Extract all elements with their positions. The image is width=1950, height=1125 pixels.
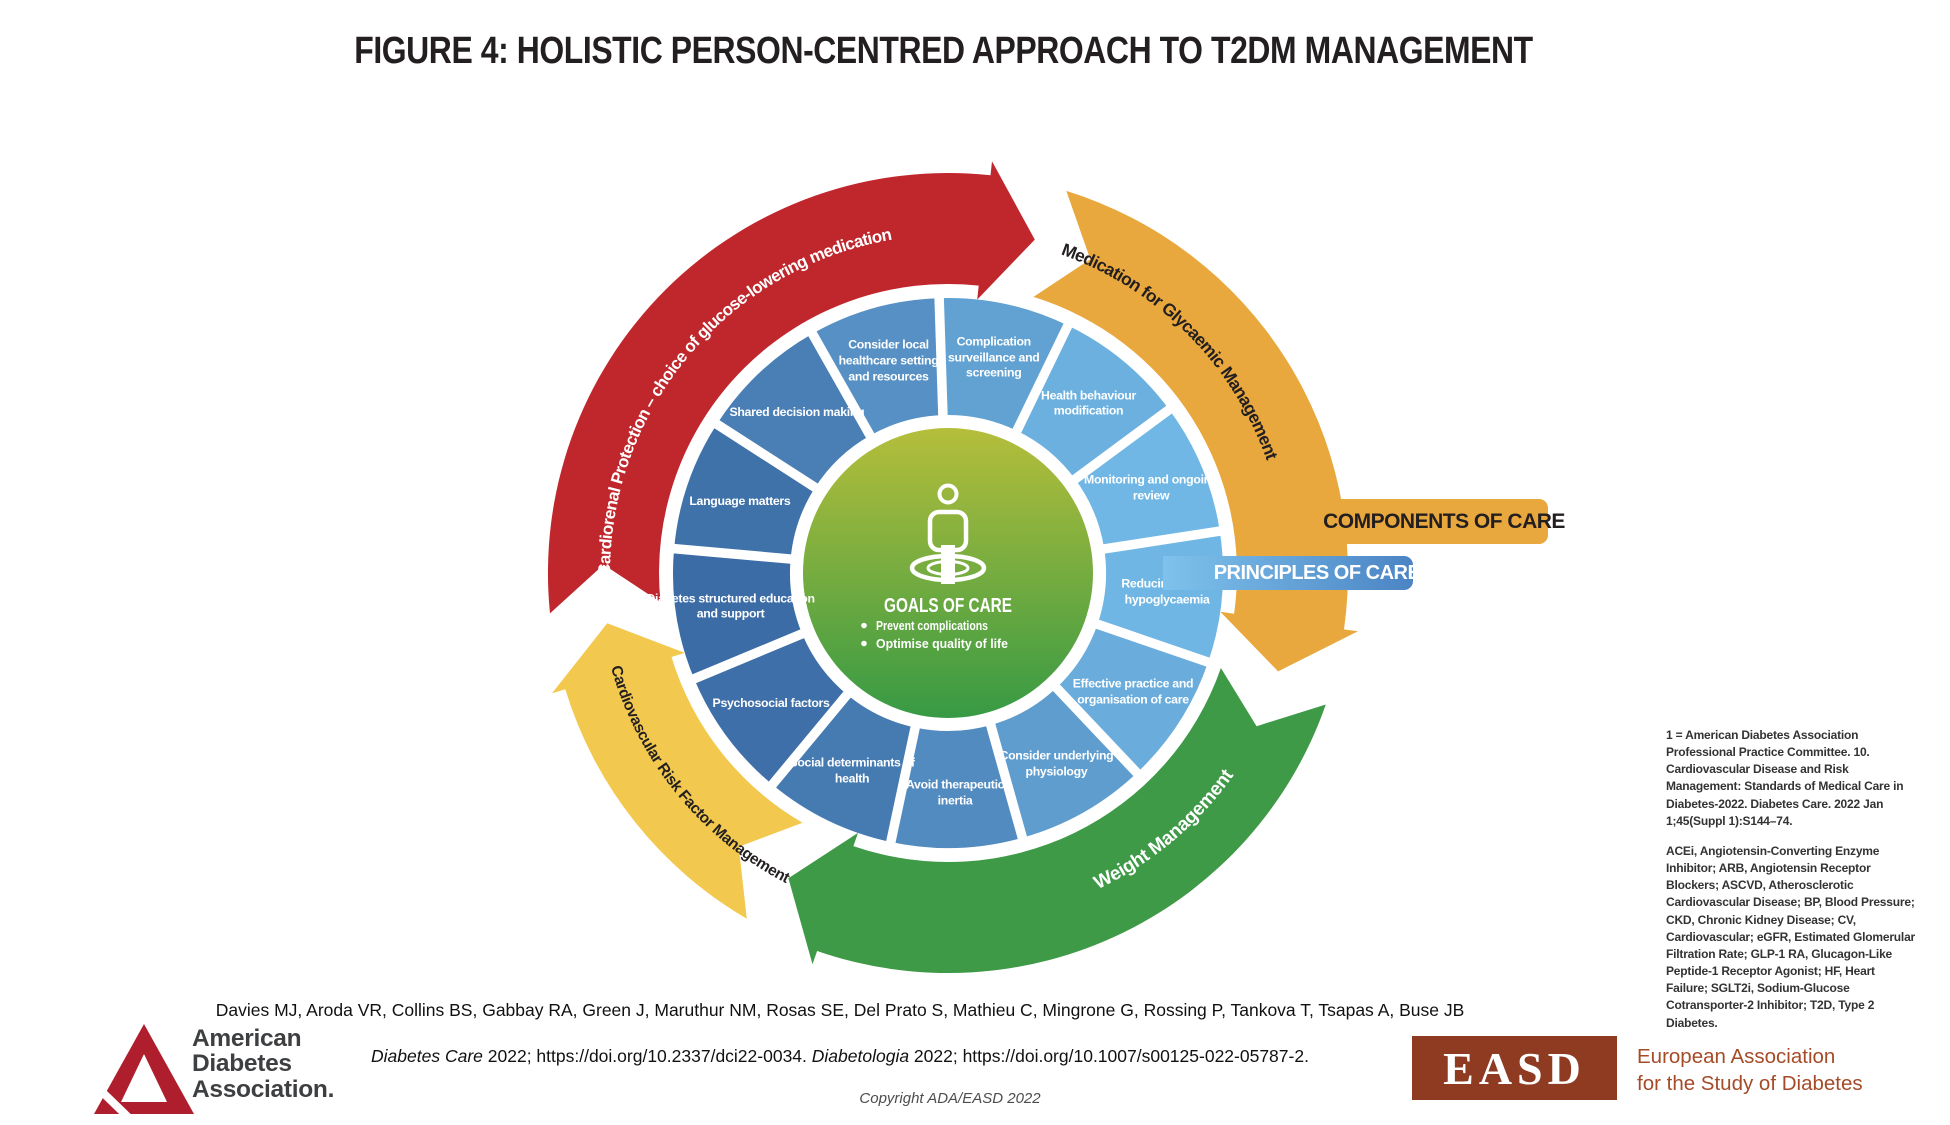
- ring-segment-divider: [709, 416, 823, 495]
- citation-text: 2022; https://doi.org/10.2337/dci22-0034…: [482, 1046, 812, 1066]
- ada-logo-line: Association.: [192, 1075, 335, 1103]
- goals-of-care-heading: GOALS OF CARE: [884, 594, 1012, 617]
- copyright-line: Copyright ADA/EASD 2022: [859, 1090, 1041, 1107]
- ring-segment-1: [1016, 325, 1170, 480]
- ring-segment-divider: [934, 291, 948, 422]
- ring-segment-4: [1056, 624, 1209, 773]
- ada-logo-line: Diabetes: [192, 1050, 292, 1078]
- citation-line: Diabetes Care 2022; https://doi.org/10.2…: [60, 1046, 1620, 1067]
- goal-bullet-2: Optimise quality of life: [876, 636, 1008, 651]
- ring-segment-2: [1075, 409, 1220, 549]
- ring-segment-7: [772, 694, 916, 842]
- ada-logo-text: American Diabetes Association.: [192, 1025, 335, 1103]
- easd-logo-icon: EASD: [1412, 1036, 1617, 1100]
- ring-segment-divider: [984, 718, 1029, 845]
- ring-segment-divider: [1097, 525, 1227, 555]
- components-of-care-banner: COMPONENTS OF CARE: [1323, 499, 1565, 544]
- easd-acronym: EASD: [1443, 1042, 1586, 1094]
- ring-segment-12: [812, 298, 943, 436]
- figure-title-text: FIGURE 4: HOLISTIC PERSON-CENTRED APPROA…: [353, 30, 1533, 72]
- person-icon: [909, 483, 987, 584]
- ring-segment-10: [674, 424, 816, 559]
- ring-segment-divider: [764, 686, 855, 793]
- ring-segment-divider: [1009, 318, 1075, 439]
- ring-segment-divider: [1067, 402, 1177, 487]
- ring-segment-divider: [805, 326, 878, 444]
- ring-segment-divider: [667, 543, 798, 565]
- principles-of-care-label: PRINCIPLES OF CARE: [1213, 561, 1421, 584]
- ring-segment-divider: [1090, 617, 1216, 669]
- ada-triangle-logo-icon: [93, 1024, 194, 1118]
- bullet-dot: [861, 640, 867, 647]
- goal-bullet-1: Prevent complications: [876, 618, 988, 633]
- ring-segment-divider: [686, 627, 810, 686]
- easd-logo-line: European Association: [1637, 1045, 1836, 1068]
- footnote-reference: 1 = American Diabetes Association Profes…: [1666, 728, 1904, 828]
- ring-segment-divider: [884, 720, 922, 849]
- easd-logo-text: European Association for the Study of Di…: [1637, 1044, 1863, 1097]
- ring-segment-divider: [1048, 680, 1145, 781]
- principles-of-care-banner: PRINCIPLES OF CARE: [1163, 556, 1421, 590]
- easd-logo-line: for the Study of Diabetes: [1637, 1071, 1863, 1095]
- footnote-abbreviations: ACEi, Angiotensin-Converting Enzyme Inhi…: [1666, 843, 1916, 1030]
- ring-segment-8: [694, 633, 848, 785]
- outer-arc-cardiovascular-risk-factor-management: [551, 623, 803, 919]
- citation-text: 2022; https://doi.org/10.1007/s00125-022…: [909, 1046, 1309, 1066]
- ada-logo-line: American: [192, 1025, 302, 1052]
- bullet-dot: [861, 622, 867, 629]
- journal-name: Diabetes Care: [371, 1046, 483, 1066]
- ring-segment-6: [890, 725, 1023, 849]
- journal-name: Diabetologia: [811, 1046, 910, 1066]
- figure-title: FIGURE 4: HOLISTIC PERSON-CENTRED APPROA…: [0, 30, 1886, 73]
- ring-segment-5: [990, 687, 1137, 838]
- outer-arc-medication-glycaemic-management: [1033, 190, 1358, 672]
- components-of-care-label: COMPONENTS OF CARE: [1323, 509, 1565, 533]
- outer-arc-cardiorenal-protection: [547, 161, 1035, 614]
- goals-of-care-center: GOALS OF CARE Prevent complications Opti…: [803, 428, 1093, 718]
- footnote-block: 1 = American Diabetes Association Profes…: [1666, 727, 1918, 1045]
- outer-arc-weight-management: [788, 668, 1326, 974]
- ring-segment-0: [939, 297, 1068, 431]
- authors-line: Davies MJ, Aroda VR, Collins BS, Gabbay …: [215, 1000, 1465, 1020]
